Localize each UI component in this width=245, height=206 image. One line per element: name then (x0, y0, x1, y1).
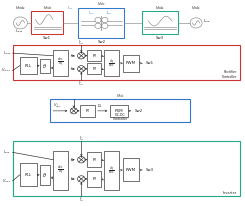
Text: $V_{ldc}$: $V_{ldc}$ (97, 0, 106, 8)
Text: Sw3: Sw3 (156, 36, 164, 40)
Bar (50, 99, 190, 122)
Circle shape (95, 17, 101, 23)
Text: PWM: PWM (126, 61, 136, 65)
Circle shape (95, 23, 101, 28)
Text: PI: PI (92, 158, 96, 162)
Circle shape (190, 18, 202, 28)
Text: $I_{labc}$: $I_{labc}$ (203, 17, 211, 25)
Text: $I_{hq}^*$: $I_{hq}^*$ (78, 79, 84, 87)
Bar (123, 158, 139, 181)
Circle shape (102, 17, 108, 23)
Text: $I_{labc}$: $I_{labc}$ (3, 149, 12, 156)
Text: $I_{hdc}$: $I_{hdc}$ (67, 4, 74, 12)
Bar (110, 105, 128, 117)
Circle shape (77, 157, 85, 163)
Text: $\frac{dq}{abc}$: $\frac{dq}{abc}$ (108, 165, 115, 176)
Bar (87, 63, 101, 74)
Bar (20, 57, 37, 74)
Text: $V_{hdc}$: $V_{hdc}$ (116, 93, 125, 100)
Bar (78, 8, 124, 38)
Bar (31, 12, 63, 34)
Circle shape (77, 176, 85, 182)
Text: $I_{hq}$: $I_{hq}$ (70, 65, 75, 72)
Circle shape (77, 53, 85, 59)
Text: Sw2: Sw2 (97, 40, 105, 44)
Bar (12, 45, 240, 80)
Text: PI: PI (92, 177, 96, 181)
Circle shape (77, 66, 85, 72)
Text: Sw1: Sw1 (43, 36, 51, 40)
Bar (53, 50, 68, 76)
Text: $\frac{dq}{abc}$: $\frac{dq}{abc}$ (108, 57, 115, 69)
Circle shape (102, 23, 108, 28)
Text: PWM: PWM (126, 168, 136, 172)
Text: $I_{habc}$: $I_{habc}$ (2, 49, 12, 57)
Text: $I_{lq}$: $I_{lq}$ (70, 176, 75, 182)
Bar (142, 12, 178, 34)
Text: $I_{habc}$: $I_{habc}$ (15, 27, 24, 35)
Bar (87, 171, 101, 187)
Bar (104, 151, 119, 190)
Text: $V_{labc}$: $V_{labc}$ (2, 177, 12, 185)
Bar (12, 141, 240, 196)
Text: Sw3: Sw3 (146, 168, 154, 172)
Bar (123, 55, 139, 72)
Text: $V_{habc}$: $V_{habc}$ (1, 67, 12, 74)
Text: $V_{hdc}$: $V_{hdc}$ (43, 4, 52, 12)
Bar (20, 163, 37, 186)
Text: Rectifier
Controller: Rectifier Controller (222, 70, 237, 79)
Text: $\theta$: $\theta$ (42, 171, 47, 179)
Circle shape (70, 108, 77, 114)
Text: PLL: PLL (25, 64, 32, 68)
Bar (87, 152, 101, 167)
Circle shape (13, 17, 27, 29)
Text: $I_{hdc}$: $I_{hdc}$ (88, 9, 95, 17)
Text: PI: PI (92, 67, 96, 71)
Bar (40, 165, 49, 185)
Text: $I_{ld}$: $I_{ld}$ (70, 156, 75, 164)
Text: $I_{ldc}$: $I_{ldc}$ (106, 9, 113, 17)
Text: Inverter: Inverter (223, 191, 237, 195)
Bar (40, 59, 49, 73)
Bar (80, 105, 95, 117)
Text: $I_{lq}^*$: $I_{lq}^*$ (79, 195, 84, 203)
Text: $V_{habc}$: $V_{habc}$ (15, 4, 26, 12)
Bar (87, 50, 101, 61)
Text: $V_{labc}$: $V_{labc}$ (191, 4, 201, 12)
Text: PI: PI (92, 54, 96, 58)
Text: $\frac{abc}{dq}$: $\frac{abc}{dq}$ (57, 164, 64, 177)
Bar (53, 151, 68, 190)
Text: $D_s$: $D_s$ (97, 102, 103, 110)
Text: $I_{ld}^*$: $I_{ld}^*$ (79, 135, 84, 143)
Text: PSM: PSM (115, 109, 123, 113)
Text: $I_{hd}^*$: $I_{hd}^*$ (78, 39, 84, 47)
Text: $I_{hd}$: $I_{hd}$ (70, 52, 75, 60)
Text: PLL: PLL (25, 173, 32, 177)
Text: $\theta$: $\theta$ (42, 62, 47, 70)
Text: $V_{labc}$: $V_{labc}$ (155, 4, 165, 12)
Text: $V_{hdc}^*$: $V_{hdc}^*$ (53, 102, 61, 110)
Text: Sw2: Sw2 (135, 109, 143, 113)
Text: PI: PI (86, 109, 89, 113)
Bar (104, 50, 119, 76)
Text: $\frac{abc}{dq}$: $\frac{abc}{dq}$ (57, 57, 64, 69)
Text: DC-DC
Controller: DC-DC Controller (113, 113, 128, 121)
Text: Sw1: Sw1 (146, 61, 154, 65)
